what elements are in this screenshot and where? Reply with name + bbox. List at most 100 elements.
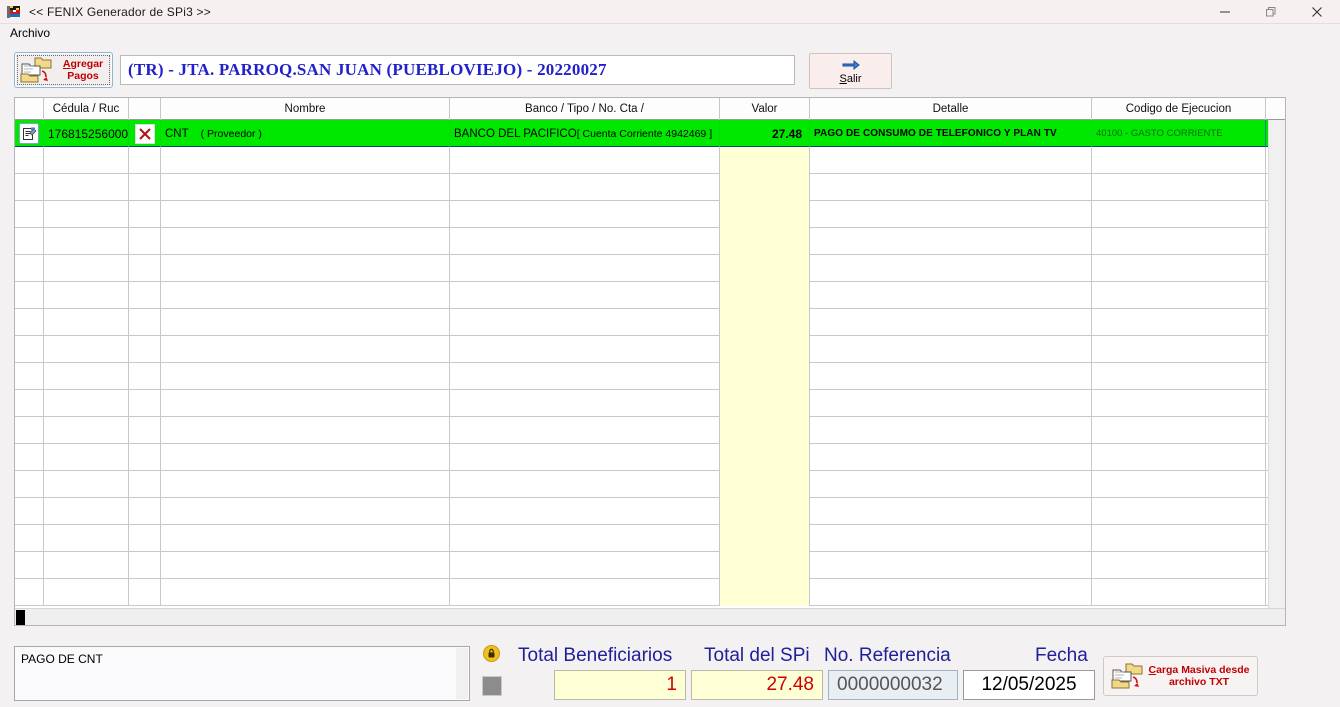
- row-edit-cell[interactable]: [15, 525, 44, 552]
- row-edit-cell[interactable]: [15, 255, 44, 282]
- cell-codigo[interactable]: [1092, 309, 1266, 336]
- cell-banco[interactable]: [450, 363, 720, 390]
- cell-valor[interactable]: [720, 552, 810, 579]
- carga-masiva-button[interactable]: Carga Masiva desde archivo TXT: [1103, 656, 1258, 696]
- table-row[interactable]: [15, 228, 1285, 255]
- cell-banco[interactable]: [450, 282, 720, 309]
- cell-cedula[interactable]: [44, 309, 129, 336]
- delete-row-icon[interactable]: [134, 123, 155, 144]
- cell-detalle[interactable]: PAGO DE CONSUMO DE TELEFONICO Y PLAN TV: [810, 120, 1092, 147]
- cell-delete[interactable]: [129, 363, 161, 390]
- cell-cedula[interactable]: [44, 390, 129, 417]
- table-row[interactable]: [15, 201, 1285, 228]
- cell-nombre[interactable]: [161, 390, 450, 417]
- row-edit-cell[interactable]: [15, 147, 44, 174]
- cell-delete[interactable]: [129, 471, 161, 498]
- grid-header-cedula[interactable]: Cédula / Ruc: [44, 98, 129, 120]
- grid-header-banco[interactable]: Banco / Tipo / No. Cta /: [450, 98, 720, 120]
- row-edit-cell[interactable]: [15, 174, 44, 201]
- row-edit-cell[interactable]: [15, 552, 44, 579]
- table-row[interactable]: [15, 147, 1285, 174]
- cell-valor[interactable]: [720, 471, 810, 498]
- cell-cedula[interactable]: [44, 417, 129, 444]
- grid-horizontal-scrollbar[interactable]: [15, 608, 1285, 625]
- cell-delete[interactable]: [129, 390, 161, 417]
- cell-codigo[interactable]: [1092, 282, 1266, 309]
- cell-nombre[interactable]: [161, 525, 450, 552]
- cell-valor[interactable]: [720, 525, 810, 552]
- cell-banco[interactable]: [450, 336, 720, 363]
- grid-header-rowhdr[interactable]: [15, 98, 44, 120]
- cell-banco[interactable]: [450, 471, 720, 498]
- cell-detalle[interactable]: [810, 336, 1092, 363]
- cell-cedula[interactable]: [44, 174, 129, 201]
- cell-banco[interactable]: [450, 579, 720, 606]
- row-edit-cell[interactable]: [15, 417, 44, 444]
- cell-cedula[interactable]: [44, 552, 129, 579]
- table-row[interactable]: [15, 174, 1285, 201]
- cell-cedula[interactable]: [44, 444, 129, 471]
- cell-codigo[interactable]: 40100 - GASTO CORRIENTE: [1092, 120, 1266, 147]
- total-spi-field[interactable]: 27.48: [691, 670, 823, 700]
- cell-valor[interactable]: [720, 147, 810, 174]
- table-row[interactable]: [15, 498, 1285, 525]
- cell-valor[interactable]: [720, 363, 810, 390]
- menu-item-archivo[interactable]: Archivo: [10, 26, 51, 40]
- grid-header-nombre[interactable]: Nombre: [161, 98, 450, 120]
- cell-delete[interactable]: [129, 417, 161, 444]
- row-edit-cell[interactable]: [15, 228, 44, 255]
- cell-codigo[interactable]: [1092, 579, 1266, 606]
- cell-nombre[interactable]: [161, 201, 450, 228]
- grid-header-valor[interactable]: Valor: [720, 98, 810, 120]
- cell-detalle[interactable]: [810, 309, 1092, 336]
- cell-nombre[interactable]: [161, 552, 450, 579]
- cell-valor[interactable]: [720, 498, 810, 525]
- cell-nombre[interactable]: [161, 579, 450, 606]
- cell-detalle[interactable]: [810, 174, 1092, 201]
- cell-cedula[interactable]: [44, 525, 129, 552]
- cell-nombre[interactable]: [161, 363, 450, 390]
- row-edit-cell[interactable]: [15, 390, 44, 417]
- row-edit-cell[interactable]: [15, 471, 44, 498]
- cell-nombre[interactable]: [161, 498, 450, 525]
- cell-cedula[interactable]: [44, 579, 129, 606]
- cell-valor[interactable]: [720, 255, 810, 282]
- table-row[interactable]: [15, 255, 1285, 282]
- cell-nombre[interactable]: [161, 444, 450, 471]
- cell-delete[interactable]: [129, 255, 161, 282]
- cell-nombre[interactable]: [161, 417, 450, 444]
- payments-grid[interactable]: Cédula / Ruc Nombre Banco / Tipo / No. C…: [14, 97, 1286, 626]
- cell-nombre[interactable]: [161, 309, 450, 336]
- cell-cedula[interactable]: [44, 498, 129, 525]
- cell-delete[interactable]: [129, 498, 161, 525]
- total-beneficiarios-field[interactable]: 1: [554, 670, 686, 700]
- row-edit-cell[interactable]: [15, 282, 44, 309]
- table-row[interactable]: [15, 552, 1285, 579]
- cell-detalle[interactable]: [810, 390, 1092, 417]
- cell-detalle[interactable]: [810, 417, 1092, 444]
- cell-codigo[interactable]: [1092, 201, 1266, 228]
- cell-codigo[interactable]: [1092, 363, 1266, 390]
- cell-banco[interactable]: [450, 498, 720, 525]
- cell-delete[interactable]: [129, 120, 161, 147]
- cell-banco[interactable]: [450, 309, 720, 336]
- row-edit-cell[interactable]: [15, 579, 44, 606]
- grid-header-codigo[interactable]: Codigo de Ejecucion: [1092, 98, 1266, 120]
- cell-nombre[interactable]: [161, 471, 450, 498]
- cell-detalle[interactable]: [810, 201, 1092, 228]
- cell-nombre[interactable]: [161, 255, 450, 282]
- table-row[interactable]: [15, 417, 1285, 444]
- cell-nombre[interactable]: CNT ( Proveedor ): [161, 120, 450, 147]
- row-edit-cell[interactable]: [15, 309, 44, 336]
- table-row[interactable]: [15, 579, 1285, 606]
- cell-cedula[interactable]: [44, 255, 129, 282]
- grid-header-delete[interactable]: [129, 98, 161, 120]
- table-row[interactable]: 1768152560001 CNT ( Proveedor ) BANCO DE…: [15, 120, 1285, 147]
- cell-banco[interactable]: [450, 255, 720, 282]
- cell-codigo[interactable]: [1092, 147, 1266, 174]
- cell-delete[interactable]: [129, 282, 161, 309]
- cell-codigo[interactable]: [1092, 255, 1266, 282]
- cell-delete[interactable]: [129, 147, 161, 174]
- cell-nombre[interactable]: [161, 174, 450, 201]
- grid-hscroll-thumb[interactable]: [16, 610, 25, 625]
